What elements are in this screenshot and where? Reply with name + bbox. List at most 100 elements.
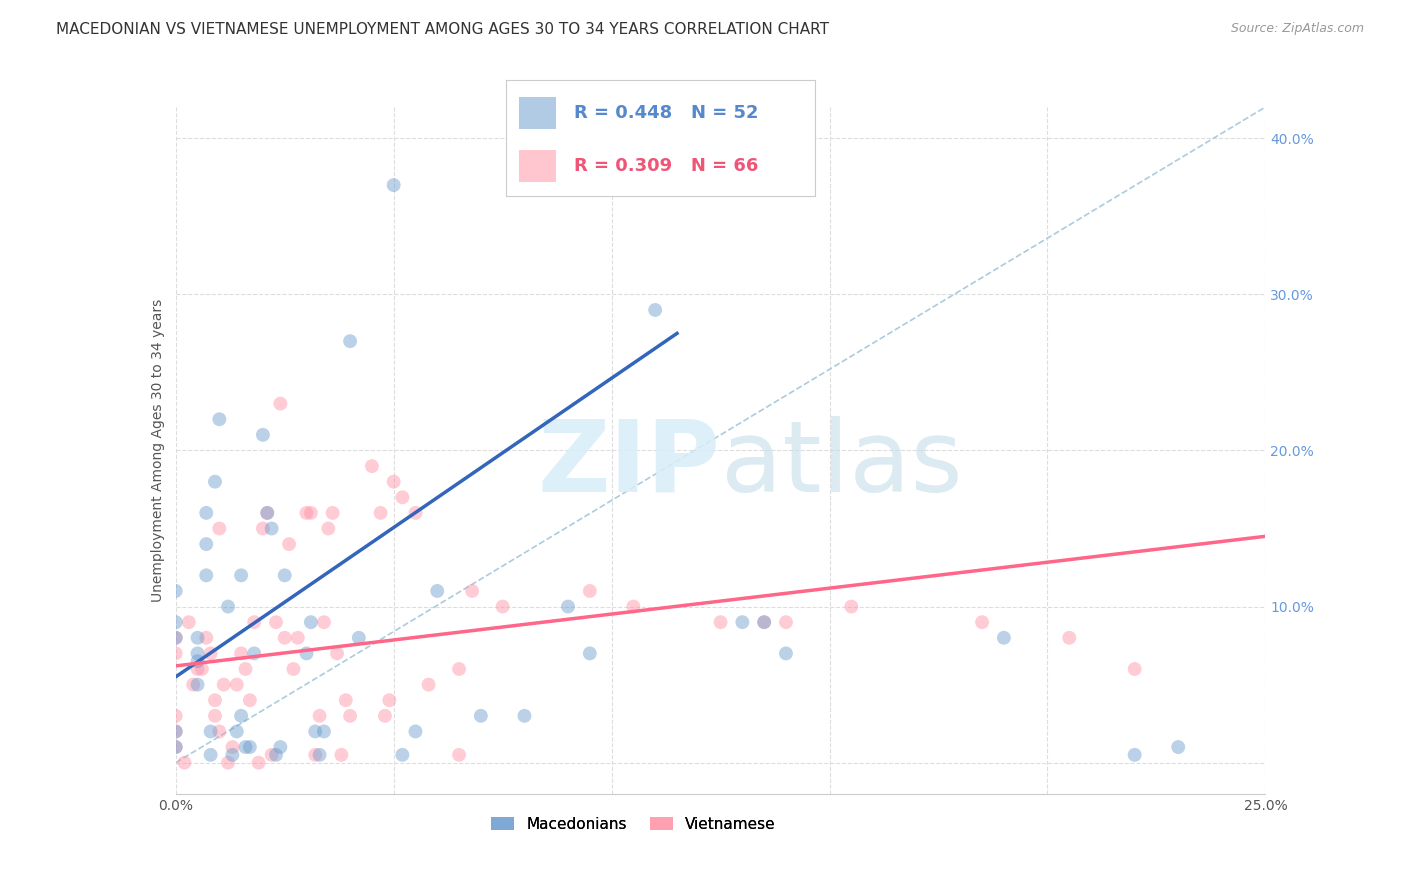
Point: [426, 583, 449, 598]
Point: [165, 615, 187, 630]
Point: [970, 615, 993, 630]
Point: [378, 693, 401, 707]
Point: [318, 521, 340, 535]
Point: [260, 521, 283, 535]
Point: [239, 740, 262, 755]
Point: [235, 662, 257, 676]
Point: [326, 646, 349, 660]
Point: [204, 693, 226, 707]
Point: [264, 747, 287, 762]
Point: [754, 615, 776, 630]
Point: [360, 458, 382, 473]
Point: [322, 506, 344, 520]
Text: Source: ZipAtlas.com: Source: ZipAtlas.com: [1230, 22, 1364, 36]
Point: [231, 568, 253, 582]
Point: [195, 568, 218, 582]
Point: [295, 506, 318, 520]
Point: [269, 396, 291, 410]
Point: [579, 583, 602, 598]
Point: [347, 631, 370, 645]
Point: [1123, 747, 1146, 762]
Point: [330, 747, 353, 762]
Point: [299, 615, 322, 630]
Point: [256, 506, 278, 520]
Point: [208, 412, 231, 426]
Text: ZIP: ZIP: [537, 416, 721, 513]
Text: R = 0.448   N = 52: R = 0.448 N = 52: [574, 103, 759, 121]
Point: [644, 302, 666, 317]
Point: [621, 599, 644, 614]
Point: [731, 615, 754, 630]
Point: [391, 490, 413, 504]
Point: [186, 646, 209, 660]
Point: [492, 599, 515, 614]
Point: [382, 475, 405, 489]
Point: [335, 693, 357, 707]
Point: [165, 631, 187, 645]
Point: [1057, 631, 1080, 645]
Point: [165, 708, 187, 723]
FancyBboxPatch shape: [519, 150, 555, 182]
Point: [312, 615, 335, 630]
Y-axis label: Unemployment Among Ages 30 to 34 years: Unemployment Among Ages 30 to 34 years: [150, 299, 165, 602]
Point: [405, 506, 427, 520]
Text: MACEDONIAN VS VIETNAMESE UNEMPLOYMENT AMONG AGES 30 TO 34 YEARS CORRELATION CHAR: MACEDONIAN VS VIETNAMESE UNEMPLOYMENT AM…: [56, 22, 830, 37]
Point: [269, 740, 291, 755]
Point: [339, 334, 361, 348]
Point: [191, 662, 214, 676]
Point: [173, 756, 195, 770]
Point: [260, 747, 283, 762]
Point: [382, 178, 405, 192]
Point: [186, 631, 209, 645]
Point: [841, 599, 863, 614]
Point: [308, 708, 330, 723]
Point: [217, 599, 239, 614]
Point: [252, 521, 274, 535]
Point: [225, 678, 247, 692]
Point: [165, 631, 187, 645]
FancyBboxPatch shape: [519, 96, 555, 129]
Point: [239, 693, 262, 707]
Point: [447, 747, 470, 762]
Point: [243, 646, 266, 660]
Point: [287, 631, 309, 645]
Point: [212, 678, 235, 692]
Point: [165, 646, 187, 660]
Point: [200, 724, 222, 739]
Point: [304, 724, 326, 739]
Point: [186, 654, 209, 668]
Point: [252, 427, 274, 442]
Point: [1123, 662, 1146, 676]
Point: [235, 740, 257, 755]
Point: [243, 615, 266, 630]
Point: [278, 537, 301, 551]
Point: [312, 724, 335, 739]
Point: [283, 662, 305, 676]
Point: [418, 678, 440, 692]
Point: [177, 615, 200, 630]
Point: [247, 756, 270, 770]
Point: [165, 740, 187, 755]
Point: [295, 646, 318, 660]
Point: [304, 747, 326, 762]
Point: [165, 724, 187, 739]
Point: [374, 708, 396, 723]
Point: [299, 506, 322, 520]
Point: [204, 475, 226, 489]
Point: [195, 506, 218, 520]
Point: [181, 678, 204, 692]
Point: [274, 631, 297, 645]
Point: [256, 506, 278, 520]
Point: [513, 708, 536, 723]
Point: [775, 646, 797, 660]
Point: [447, 662, 470, 676]
Point: [221, 747, 243, 762]
Point: [993, 631, 1015, 645]
Text: R = 0.309   N = 66: R = 0.309 N = 66: [574, 157, 759, 175]
Point: [165, 583, 187, 598]
Point: [186, 678, 209, 692]
Point: [221, 740, 243, 755]
Point: [165, 724, 187, 739]
Point: [710, 615, 733, 630]
Point: [195, 631, 218, 645]
